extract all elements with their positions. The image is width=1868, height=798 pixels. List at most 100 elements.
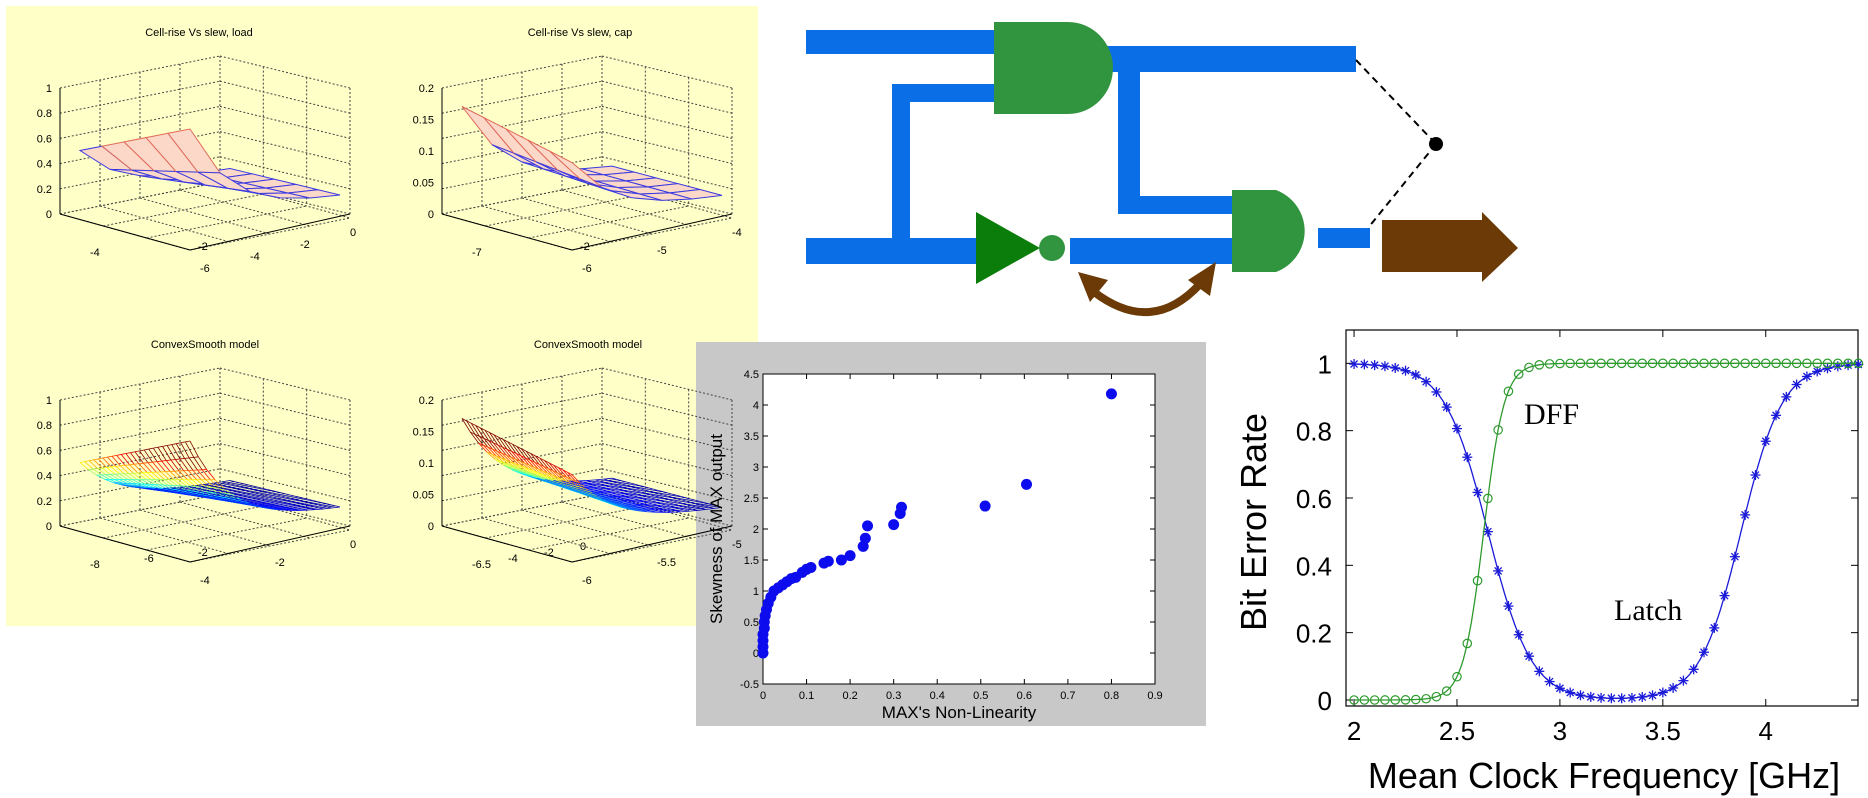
scatter-point xyxy=(1021,478,1033,490)
scatter-point xyxy=(1105,388,1117,400)
scatter-y-label: Skewness of MAX output xyxy=(707,434,726,624)
surface-z-tick: 0.6 xyxy=(37,445,52,457)
wire-top-input xyxy=(806,30,1016,54)
scatter-y-tick: 3.5 xyxy=(744,431,759,443)
surface-axis-tick: -2 xyxy=(544,547,554,559)
series-marker xyxy=(1791,379,1802,390)
surface-axis-tick: -4 xyxy=(732,227,742,239)
series-marker xyxy=(1472,575,1483,586)
series-marker xyxy=(1390,362,1401,373)
series-marker xyxy=(1359,359,1370,370)
series-marker xyxy=(1812,358,1823,369)
series-marker xyxy=(1606,358,1617,369)
surface-z-tick: 0.4 xyxy=(37,471,52,483)
series-marker xyxy=(1771,358,1781,369)
surface-z-tick: 0 xyxy=(46,521,52,533)
series-marker xyxy=(1822,363,1833,374)
series-marker xyxy=(1802,358,1812,369)
surface-z-tick: 0.05 xyxy=(413,178,434,190)
surface-axis-tick: -4 xyxy=(250,251,260,263)
surface-axis-tick: -2 xyxy=(580,241,590,253)
dashed-switch-line xyxy=(1367,143,1437,229)
series-marker xyxy=(1390,695,1401,705)
surface-axis-tick: -2 xyxy=(275,557,285,569)
surface-z-tick: 0.05 xyxy=(413,490,434,502)
series-marker xyxy=(1729,551,1740,562)
scatter-y-tick: 3 xyxy=(753,462,759,474)
scatter-x-tick: 0.8 xyxy=(1104,690,1119,702)
surface-axis-tick: 0 xyxy=(350,539,356,551)
surface-z-tick: 0.1 xyxy=(419,146,434,158)
series-marker xyxy=(1400,365,1411,376)
surface-axis-tick: -8 xyxy=(90,559,100,571)
series-marker xyxy=(1524,651,1535,662)
series-marker xyxy=(1658,358,1668,369)
series-marker xyxy=(1410,370,1421,381)
ber-y-tick: 0.4 xyxy=(1296,551,1332,581)
scatter-point xyxy=(888,519,900,531)
surface-title-3: ConvexSmooth model xyxy=(151,339,259,351)
scatter-y-tick: 1 xyxy=(753,586,759,598)
surface-title-1: Cell-rise Vs slew, load xyxy=(145,27,253,39)
series-dff xyxy=(1349,358,1864,705)
ber-x-tick: 3.5 xyxy=(1645,716,1681,746)
surface-axis-tick: -5 xyxy=(657,245,667,257)
surface-plot-2: 0 0.05 0.1 0.15 0.2 -7 -2 -6 -5 -4 xyxy=(413,55,742,275)
series-marker xyxy=(1555,358,1565,369)
series-marker xyxy=(1832,358,1843,369)
series-marker xyxy=(1853,358,1864,369)
scatter-y-tick: -0.5 xyxy=(740,679,759,691)
surface-axis-tick: 0 xyxy=(580,541,586,553)
series-marker xyxy=(1462,638,1473,649)
scatter-y-tick: 0.5 xyxy=(744,617,759,629)
series-marker xyxy=(1627,358,1637,369)
series-marker xyxy=(1750,470,1761,481)
series-marker xyxy=(1544,359,1555,369)
ber-y-label: Bit Error Rate xyxy=(1233,413,1274,631)
surface-mesh xyxy=(79,440,341,511)
surface-z-tick: 0.8 xyxy=(37,108,52,120)
series-marker xyxy=(1791,358,1802,369)
surface-axis-tick: -6 xyxy=(200,263,210,275)
series-marker xyxy=(1801,371,1812,382)
series-marker xyxy=(1503,386,1514,397)
series-marker xyxy=(1441,402,1452,413)
series-marker xyxy=(1379,361,1390,372)
series-marker xyxy=(1688,358,1699,369)
wire-to-gate2-top xyxy=(1118,196,1232,214)
scatter-y-tick: 1.5 xyxy=(744,555,759,567)
series-marker xyxy=(1657,687,1668,698)
scatter-x-tick: 0.3 xyxy=(886,690,901,702)
scatter-x-label: MAX's Non-Linearity xyxy=(882,703,1037,722)
and-gate-icon xyxy=(994,22,1113,114)
series-marker xyxy=(1585,691,1596,702)
surface-axis-tick: -4 xyxy=(508,553,518,565)
series-marker xyxy=(1637,691,1648,702)
surface-axis-tick: -6 xyxy=(582,263,592,275)
series-marker xyxy=(1668,682,1679,693)
series-marker xyxy=(1596,358,1606,369)
series-marker xyxy=(1400,695,1411,705)
scatter-point xyxy=(896,501,908,513)
surface-z-tick: 0.2 xyxy=(419,83,434,95)
series-marker xyxy=(1822,358,1833,369)
series-marker xyxy=(1771,410,1782,421)
series-marker xyxy=(1616,693,1627,704)
series-marker xyxy=(1678,675,1689,686)
scatter-x-tick: 0.5 xyxy=(973,690,988,702)
surface-axis-tick: -6.5 xyxy=(472,559,491,571)
surface-axis-tick: 0 xyxy=(350,227,356,239)
surface-axis-tick: -6 xyxy=(582,575,592,587)
surface-title-4: ConvexSmooth model xyxy=(534,339,642,351)
surface-z-tick: 0 xyxy=(428,521,434,533)
surface-z-tick: 0.1 xyxy=(419,458,434,470)
series-marker xyxy=(1421,376,1432,387)
surface-plot-3: 0 0.2 0.4 0.6 0.8 1 -8 -6 -2 -4 -2 0 xyxy=(37,367,356,587)
ber-x-tick: 2.5 xyxy=(1439,716,1475,746)
surface-z-tick: 0.6 xyxy=(37,133,52,145)
series-marker xyxy=(1452,671,1462,682)
surface-z-tick: 0.15 xyxy=(413,427,434,439)
series-marker xyxy=(1719,358,1730,369)
surface-axis-tick: -5 xyxy=(732,539,742,551)
series-marker xyxy=(1843,358,1853,369)
